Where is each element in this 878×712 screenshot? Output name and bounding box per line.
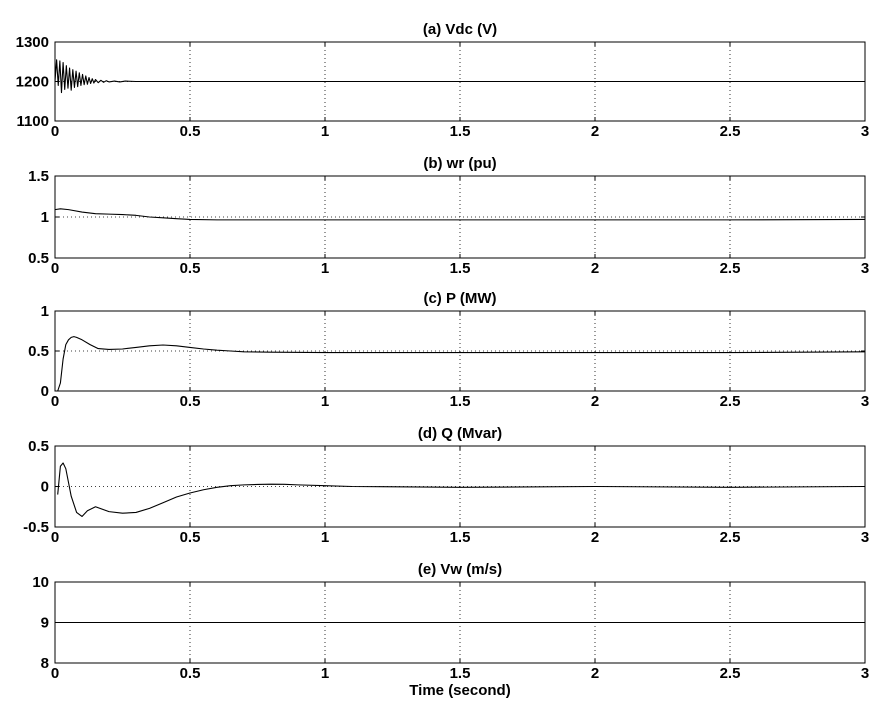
series-line: [54, 59, 865, 94]
y-tick-label: 10: [32, 574, 49, 591]
x-tick-label: 3: [861, 123, 869, 140]
y-tick-label: 1300: [16, 34, 49, 51]
x-tick-label: 0: [51, 529, 59, 546]
y-tick-label: 8: [41, 655, 49, 672]
chart-panel-4: (e) Vw (m/s) 0 0.5 1 1.5 2 2.5 3 8 9 10 Time (secon…: [32, 561, 869, 699]
x-tick-label: 0: [51, 123, 59, 140]
x-tick-label: 2.5: [720, 393, 741, 410]
x-tick-label: 0.5: [180, 529, 201, 546]
y-tick-label: 0.5: [28, 343, 49, 360]
chart-panel-1: (b) wr (pu)0 0.5 1 1.5 2 2.5 30.511.5: [28, 155, 869, 277]
x-tick-label: 0.5: [180, 665, 201, 682]
x-axis-label: Time (second): [409, 682, 510, 699]
x-tick-label: 2: [591, 529, 599, 546]
x-tick-label: 1.5: [450, 260, 471, 277]
y-tick-label: 0: [41, 383, 49, 400]
chart-panel-3: (d) Q (Mvar)0 0.5 1 1.5 2 2.5 3-0.500.5: [23, 425, 869, 546]
x-tick-label: 1: [321, 260, 329, 277]
series-line: [57, 462, 866, 518]
x-tick-label: 2: [591, 665, 599, 682]
x-tick-label: 2.5: [720, 123, 741, 140]
chart-title: (d) Q (Mvar): [418, 425, 502, 442]
x-tick-label: 0: [51, 393, 59, 410]
x-tick-label: 0: [51, 260, 59, 277]
x-tick-label: 3: [861, 260, 869, 277]
y-tick-label: 0: [41, 479, 49, 496]
chart-title: (c) P (MW): [423, 290, 496, 307]
x-tick-label: 0: [51, 665, 59, 682]
x-tick-label: 2.5: [720, 260, 741, 277]
y-tick-label: -0.5: [23, 519, 49, 536]
chart-title: (a) Vdc (V): [423, 21, 497, 38]
x-tick-label: 1: [321, 529, 329, 546]
x-tick-label: 1.5: [450, 123, 471, 140]
x-tick-label: 0.5: [180, 260, 201, 277]
x-tick-label: 0.5: [180, 393, 201, 410]
series-line: [54, 208, 866, 221]
x-tick-label: 2: [591, 123, 599, 140]
y-tick-label: 0.5: [28, 250, 49, 267]
x-tick-label: 0.5: [180, 123, 201, 140]
y-tick-label: 9: [41, 615, 49, 632]
x-tick-label: 3: [861, 393, 869, 410]
chart-panel-0: (a) Vdc (V) 0 0.5 1 1.5 2 2.5 3 1100 1200 1300: [16, 21, 870, 140]
x-tick-label: 3: [861, 665, 869, 682]
chart-panel-2: (c) P (MW) 0 0.5 1 1.5 2 2.5 3 0 0.5 1: [28, 290, 869, 410]
x-tick-label: 2.5: [720, 665, 741, 682]
x-tick-label: 1: [321, 665, 329, 682]
y-tick-label: 0.5: [28, 438, 49, 455]
y-tick-label: 1200: [16, 74, 49, 91]
x-tick-label: 1.5: [450, 529, 471, 546]
chart-title: (b) wr (pu): [423, 155, 496, 172]
y-tick-label: 1: [41, 303, 49, 320]
x-tick-label: 2: [591, 260, 599, 277]
series-line: [57, 336, 866, 392]
y-tick-label: 1100: [16, 113, 49, 130]
x-tick-label: 1.5: [450, 665, 471, 682]
y-tick-label: 1: [41, 209, 49, 226]
chart-title: (e) Vw (m/s): [418, 561, 502, 578]
x-tick-label: 1: [321, 393, 329, 410]
x-tick-label: 2: [591, 393, 599, 410]
x-tick-label: 2.5: [720, 529, 741, 546]
x-tick-label: 1.5: [450, 393, 471, 410]
x-tick-label: 1: [321, 123, 329, 140]
x-tick-label: 3: [861, 529, 869, 546]
y-tick-label: 1.5: [28, 168, 49, 185]
